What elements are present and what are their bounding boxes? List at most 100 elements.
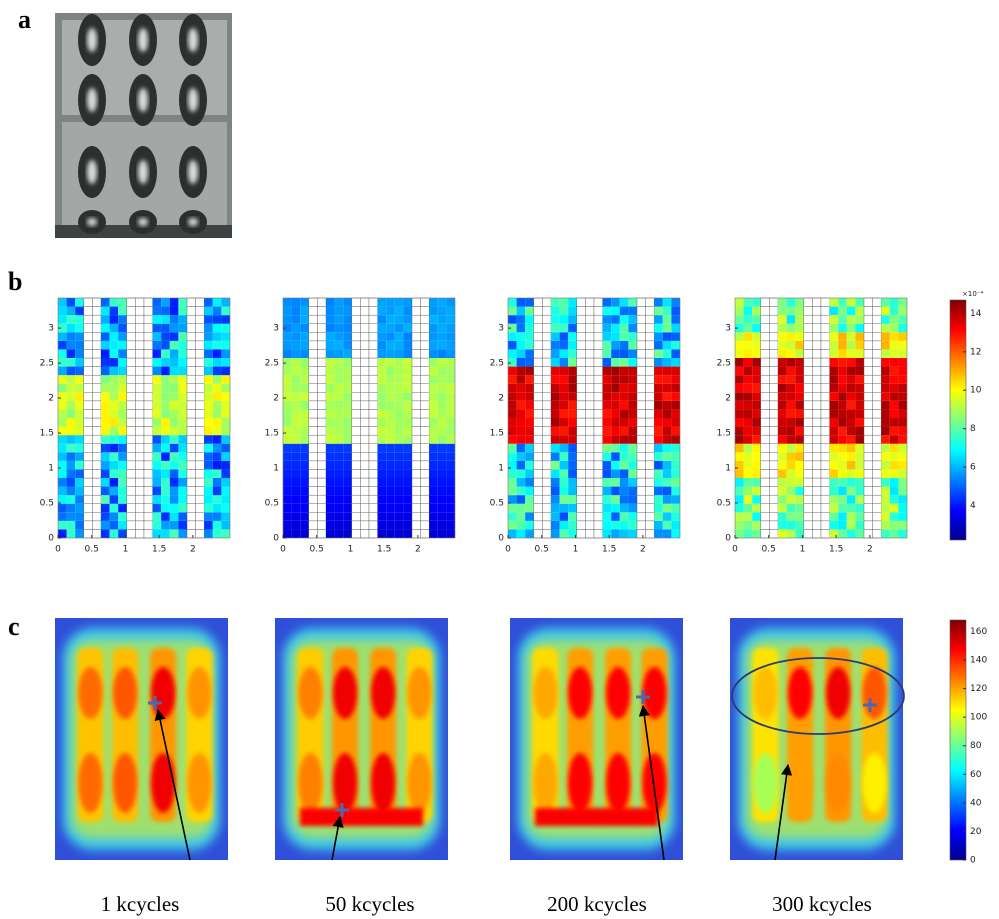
heatmap-cell	[829, 469, 839, 478]
heatmap-cell	[161, 435, 170, 444]
heatmap-cell	[846, 426, 856, 436]
heatmap-cell	[812, 340, 822, 350]
heatmap-cell	[75, 332, 84, 341]
heatmap-cell	[221, 520, 230, 530]
heatmap-cell	[143, 486, 153, 496]
heatmap-cell	[516, 409, 526, 418]
heatmap-cell	[619, 512, 629, 521]
heatmap-cell	[152, 486, 162, 496]
heatmap-cell	[846, 400, 856, 410]
heatmap-cell	[135, 486, 145, 496]
heatmap-cell	[820, 460, 830, 470]
heatmap-cell	[221, 323, 230, 333]
heatmap-cell	[308, 349, 318, 359]
heatmap-cell	[585, 366, 595, 376]
heatmap-cell	[551, 323, 560, 333]
heatmap-cell	[83, 469, 93, 479]
heatmap-cell	[602, 306, 612, 316]
heatmap-cell	[429, 418, 438, 427]
heatmap-cell	[291, 529, 301, 538]
heatmap-cell	[542, 366, 552, 376]
heatmap-cell	[671, 409, 680, 418]
heatmap-cell	[508, 469, 517, 478]
heatmap-cell	[152, 426, 162, 436]
heatmap-cell	[92, 512, 102, 522]
heatmap-cell	[760, 469, 770, 479]
heatmap-cell	[109, 495, 119, 504]
heatmap-cell	[394, 418, 404, 427]
heatmap-cell	[602, 460, 612, 470]
heatmap-cell	[611, 298, 620, 307]
heatmap-cell	[291, 460, 301, 470]
heatmap-cell	[568, 460, 577, 470]
heatmap-cell	[752, 298, 761, 307]
heatmap-cell	[654, 383, 663, 393]
heatmap-cell	[576, 297, 586, 307]
heatmap-cell	[437, 435, 447, 444]
heatmap-cell	[186, 469, 196, 479]
heatmap-cell	[820, 314, 830, 324]
heatmap-cell	[300, 315, 309, 324]
heatmap-cell	[109, 503, 119, 513]
y-tick-label: 2	[273, 394, 279, 404]
heatmap-cell	[360, 417, 370, 427]
heatmap-cell	[283, 503, 292, 513]
heatmap-cell	[118, 469, 127, 478]
thermal-hotspot	[568, 753, 593, 813]
heatmap-cell	[898, 452, 907, 461]
heatmap-cell	[403, 443, 412, 453]
heatmap-cell	[645, 383, 655, 393]
heatmap-cell	[368, 477, 378, 487]
heatmap-cell	[204, 486, 213, 496]
heatmap-cell	[300, 409, 309, 418]
x-tick-label: 1	[348, 545, 354, 555]
heatmap-cell	[838, 520, 847, 530]
heatmap-cell	[161, 358, 170, 367]
heatmap-cell	[109, 478, 119, 487]
colorbar-tick-label: 12	[970, 347, 981, 357]
heatmap-cell	[611, 332, 620, 341]
heatmap-cell	[855, 495, 864, 504]
heatmap-cell	[585, 512, 595, 522]
heatmap-cell	[291, 469, 301, 478]
heatmap-cell	[743, 495, 753, 504]
heatmap-cell	[829, 512, 839, 521]
heatmap-cell	[126, 494, 136, 504]
heatmap-cell	[735, 375, 744, 384]
heatmap-cell	[645, 434, 655, 444]
heatmap-cell	[143, 434, 153, 444]
arrow	[774, 763, 793, 861]
heatmap-cell	[743, 375, 753, 384]
heatmap-cell	[829, 486, 839, 496]
heatmap-cell	[212, 418, 222, 427]
heatmap-cell	[420, 374, 430, 384]
heatmap-cell	[351, 486, 361, 496]
heatmap-cell	[533, 434, 543, 444]
heatmap-cell	[195, 383, 205, 393]
heatmap-cell	[291, 418, 301, 427]
photo-highlight	[138, 28, 148, 52]
heatmap-cell	[559, 435, 569, 444]
heatmap-cell	[829, 426, 839, 436]
heatmap-cell	[186, 409, 196, 419]
heatmap-cell	[551, 460, 560, 470]
colorbar-tick-label: 60	[970, 770, 982, 780]
heatmap-cell	[795, 358, 804, 367]
heatmap-cell	[143, 520, 153, 530]
x-tick-label: 1	[573, 545, 579, 555]
heatmap-cell	[83, 486, 93, 496]
heatmap-cell	[326, 323, 335, 333]
heatmap-cell	[186, 417, 196, 427]
thermal-hotspot	[187, 753, 212, 813]
heatmap-cell	[437, 298, 447, 307]
heatmap-cell	[386, 495, 395, 504]
heatmap-cell	[360, 314, 370, 324]
heatmap-cell	[645, 443, 655, 453]
heatmap-cell	[368, 426, 378, 436]
heatmap-cell	[516, 375, 526, 384]
heatmap-cell	[602, 469, 612, 478]
heatmap-cell	[671, 315, 680, 324]
heatmap-cell	[368, 512, 378, 522]
heatmap-cell	[75, 520, 84, 530]
heatmap-cell	[109, 392, 119, 401]
